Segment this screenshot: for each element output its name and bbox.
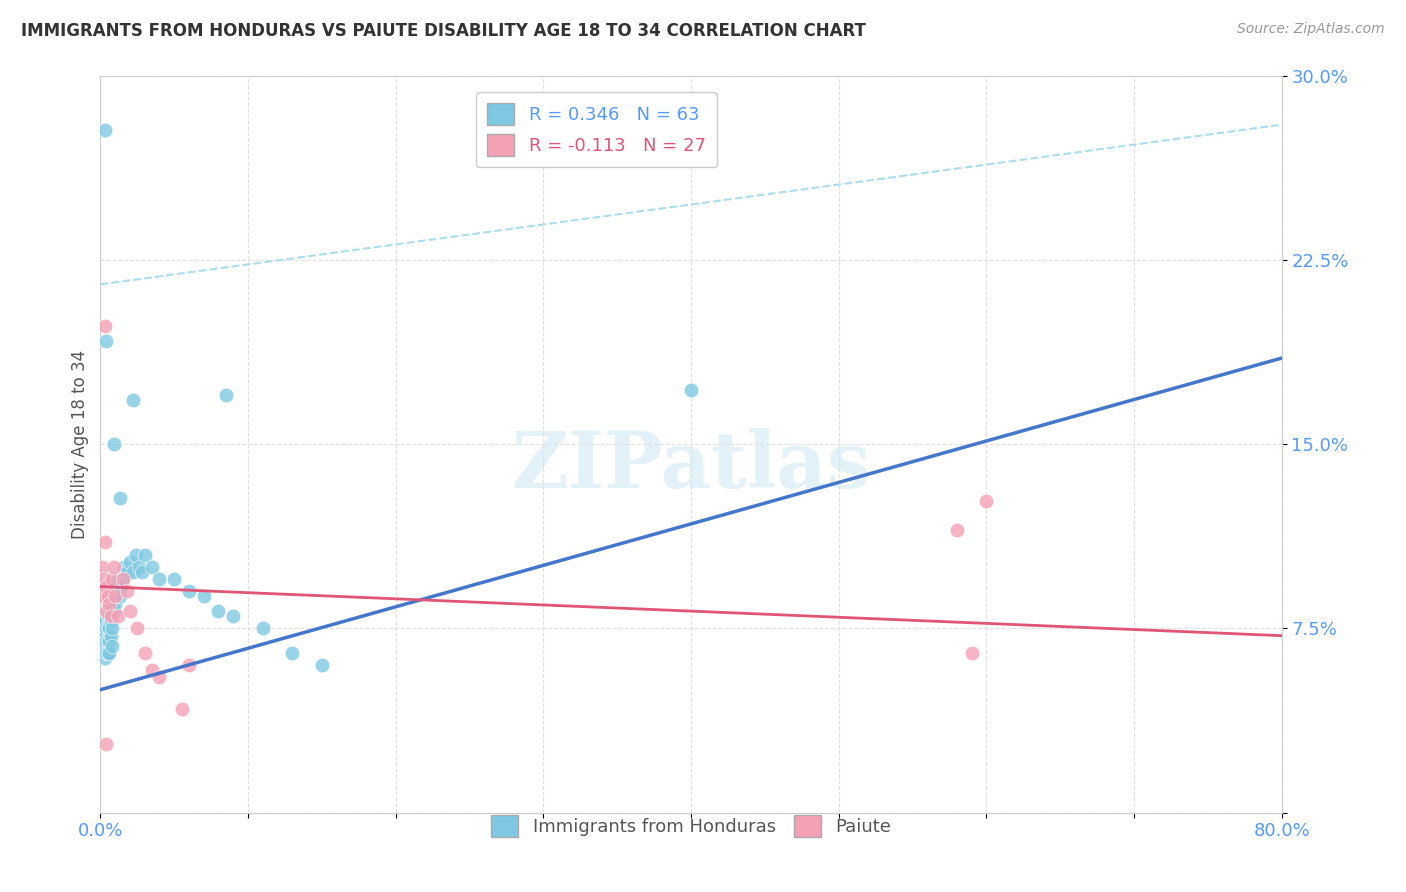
Point [90,560,112,574]
Point [125,548,148,562]
Point [118,604,141,618]
Point [111,572,134,586]
Point [98,621,121,635]
Point [105,580,128,594]
Point [94,319,117,334]
Point [960,646,983,660]
Point [97,633,120,648]
Point [215,388,238,402]
Y-axis label: Disability Age 18 to 34: Disability Age 18 to 34 [72,350,89,539]
Point [96,646,118,660]
Point [100,604,122,618]
Point [91,590,114,604]
Point [222,609,245,624]
Text: Source: ZipAtlas.com: Source: ZipAtlas.com [1237,22,1385,37]
Point [118,555,141,569]
Point [115,565,138,579]
Point [108,491,131,505]
Point [134,646,156,660]
Point [100,614,122,628]
Point [104,584,127,599]
Point [108,590,131,604]
Point [103,437,125,451]
Point [946,523,969,537]
Point [91,646,114,660]
Point [311,658,333,673]
Point [121,392,143,407]
Point [96,633,118,648]
Point [90,639,112,653]
Text: IMMIGRANTS FROM HONDURAS VS PAIUTE DISABILITY AGE 18 TO 34 CORRELATION CHART: IMMIGRANTS FROM HONDURAS VS PAIUTE DISAB… [21,22,866,40]
Point [252,621,274,635]
Point [107,572,129,586]
Point [101,572,124,586]
Point [91,621,114,635]
Point [193,590,215,604]
Point [134,548,156,562]
Point [111,572,134,586]
Point [94,650,117,665]
Point [96,604,118,618]
Point [98,646,121,660]
Point [148,572,170,586]
Point [281,646,304,660]
Point [127,621,149,635]
Point [97,609,120,624]
Point [163,572,186,586]
Point [103,560,125,574]
Point [101,597,124,611]
Point [131,565,153,579]
Point [96,580,118,594]
Point [91,633,114,648]
Point [94,122,117,136]
Point [103,590,125,604]
Point [97,590,120,604]
Point [107,609,129,624]
Point [94,639,117,653]
Point [101,609,124,624]
Point [101,639,124,653]
Legend: Immigrants from Honduras, Paiute: Immigrants from Honduras, Paiute [484,807,898,844]
Point [91,609,114,624]
Point [112,560,135,574]
Point [100,609,122,624]
Point [177,584,200,599]
Point [110,580,132,594]
Point [104,590,127,604]
Point [141,663,163,677]
Point [96,334,118,348]
Point [148,670,170,684]
Point [90,629,112,643]
Text: ZIPatlas: ZIPatlas [512,428,870,504]
Point [96,737,118,751]
Point [177,658,200,673]
Point [679,383,702,397]
Point [98,633,121,648]
Point [97,621,120,635]
Point [170,702,193,716]
Point [141,560,163,574]
Point [94,629,117,643]
Point [976,493,998,508]
Point [94,535,117,549]
Point [90,621,112,635]
Point [91,572,114,586]
Point [104,597,127,611]
Point [100,629,122,643]
Point [96,621,118,635]
Point [115,584,138,599]
Point [94,614,117,628]
Point [103,604,125,618]
Point [128,560,150,574]
Point [97,646,120,660]
Point [98,609,121,624]
Point [101,621,124,635]
Point [98,597,121,611]
Point [121,565,143,579]
Point [207,604,229,618]
